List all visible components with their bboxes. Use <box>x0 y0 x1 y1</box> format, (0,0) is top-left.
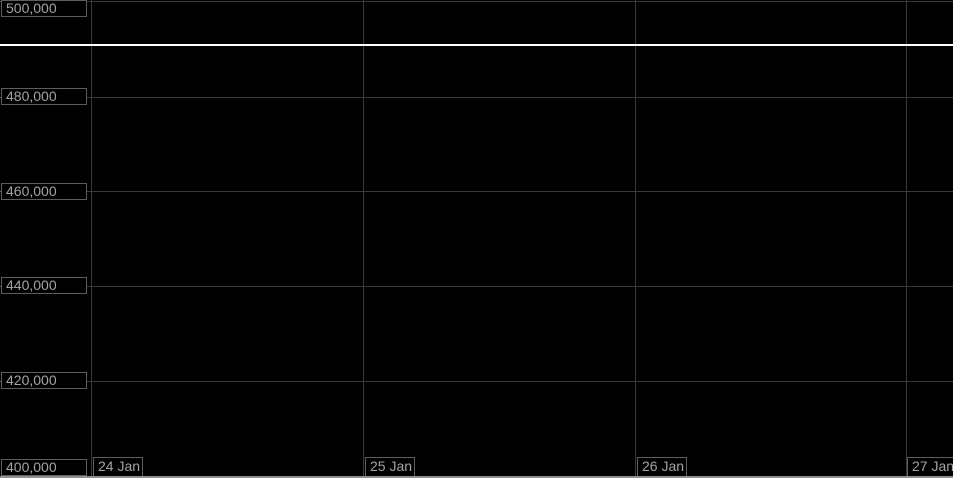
gridline-horizontal-420000 <box>0 381 953 382</box>
x-axis-line <box>0 476 953 478</box>
gridline-horizontal-440000 <box>0 286 953 287</box>
x-axis-label: 25 Jan <box>365 457 415 477</box>
x-axis-label: 26 Jan <box>637 457 687 477</box>
y-axis-label: 500,000 <box>1 0 87 17</box>
y-axis-label: 460,000 <box>1 183 87 200</box>
price-line <box>0 44 953 46</box>
gridline-vertical-25jan <box>363 0 364 476</box>
gridline-vertical-24jan <box>91 0 92 476</box>
gridline-vertical-27jan <box>906 0 907 476</box>
y-axis-label: 420,000 <box>1 372 87 389</box>
y-axis-label: 480,000 <box>1 88 87 105</box>
gridline-horizontal-460000 <box>0 191 953 192</box>
x-axis-label: 27 Jan <box>907 457 953 477</box>
gridline-vertical-26jan <box>635 0 636 476</box>
gridline-horizontal-500000 <box>0 1 953 2</box>
y-axis-label: 400,000 <box>1 459 87 476</box>
gridline-horizontal-480000 <box>0 97 953 98</box>
y-axis-label: 440,000 <box>1 277 87 294</box>
x-axis-label: 24 Jan <box>93 457 143 477</box>
